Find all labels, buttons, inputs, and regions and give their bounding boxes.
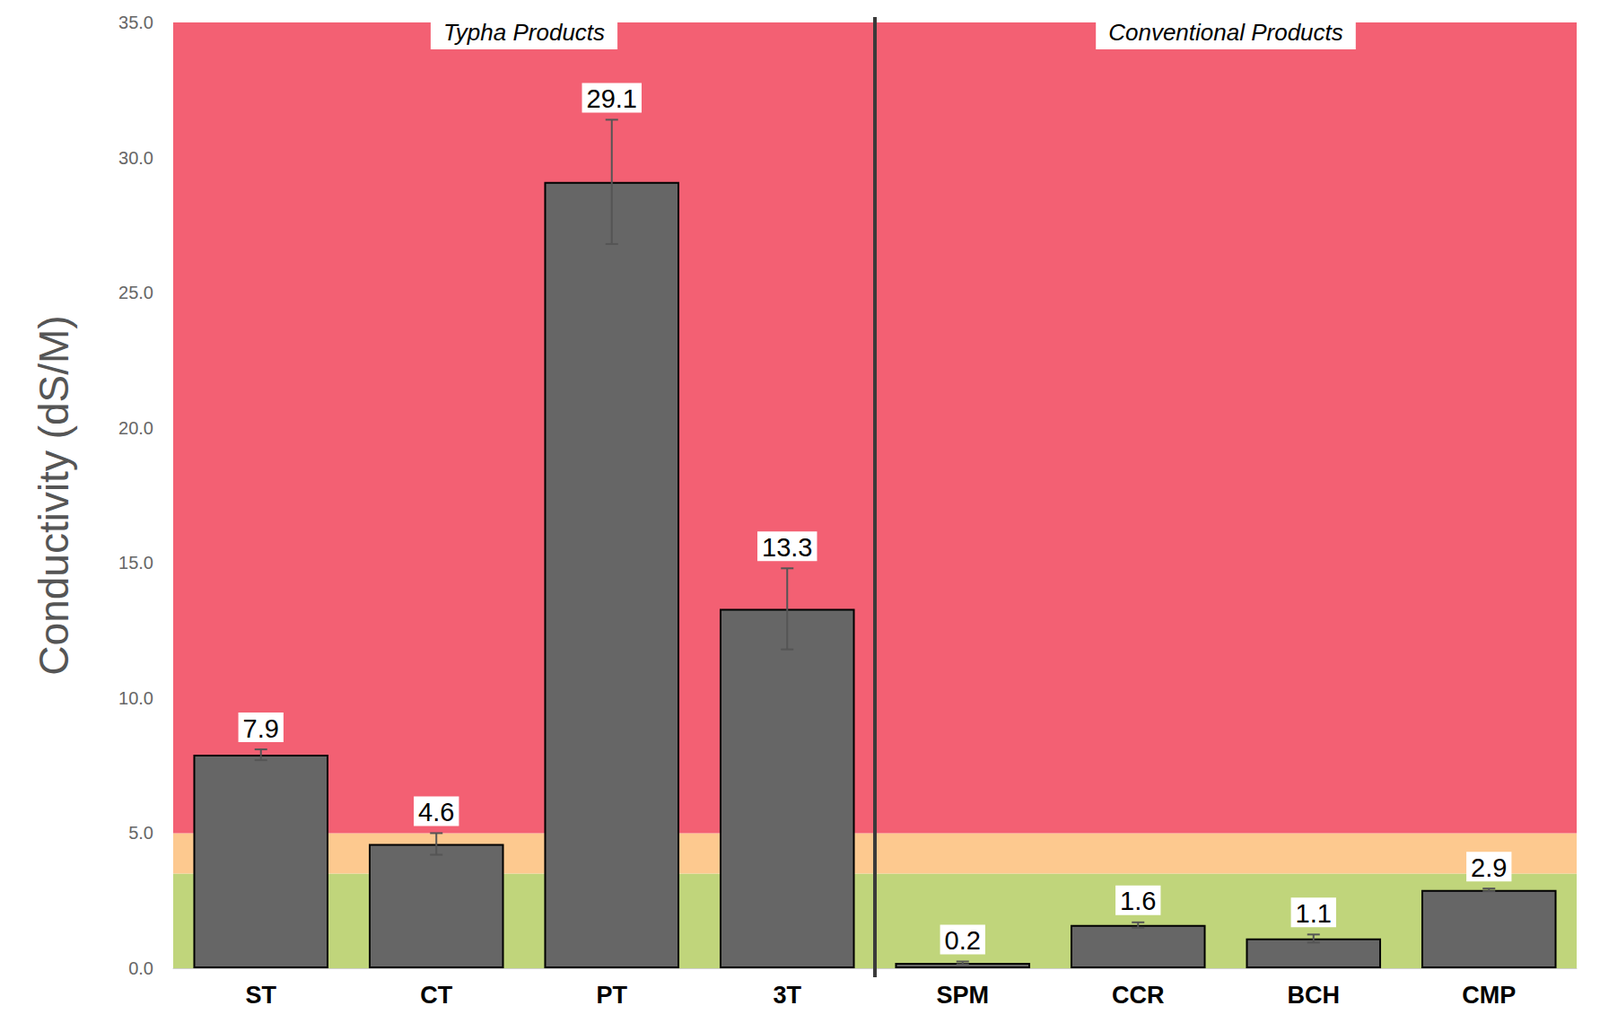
svg-text:15.0: 15.0 bbox=[118, 552, 154, 573]
svg-text:3T: 3T bbox=[772, 981, 802, 1009]
svg-text:CT: CT bbox=[419, 981, 453, 1009]
svg-text:29.1: 29.1 bbox=[586, 84, 638, 114]
svg-text:Typha Products: Typha Products bbox=[443, 18, 605, 46]
svg-text:Conventional Products: Conventional Products bbox=[1108, 18, 1344, 46]
svg-text:35.0: 35.0 bbox=[118, 12, 154, 33]
svg-text:SPM: SPM bbox=[935, 981, 989, 1009]
svg-text:1.6: 1.6 bbox=[1119, 886, 1156, 916]
svg-text:1.1: 1.1 bbox=[1295, 899, 1332, 928]
svg-text:0.2: 0.2 bbox=[944, 926, 981, 955]
svg-text:CCR: CCR bbox=[1111, 981, 1165, 1009]
svg-text:10.0: 10.0 bbox=[118, 688, 154, 709]
svg-text:4.6: 4.6 bbox=[418, 797, 455, 827]
svg-text:BCH: BCH bbox=[1287, 981, 1341, 1009]
svg-text:0.0: 0.0 bbox=[128, 958, 154, 979]
svg-text:30.0: 30.0 bbox=[118, 148, 154, 168]
svg-text:2.9: 2.9 bbox=[1470, 853, 1507, 883]
svg-text:CMP: CMP bbox=[1461, 981, 1516, 1009]
svg-text:20.0: 20.0 bbox=[118, 418, 154, 438]
svg-text:5.0: 5.0 bbox=[128, 822, 154, 843]
svg-text:13.3: 13.3 bbox=[761, 533, 813, 562]
svg-text:7.9: 7.9 bbox=[243, 714, 280, 744]
svg-text:Conductivity (dS/M): Conductivity (dS/M) bbox=[30, 314, 78, 675]
svg-text:25.0: 25.0 bbox=[118, 282, 154, 303]
svg-text:ST: ST bbox=[244, 981, 277, 1009]
svg-text:PT: PT bbox=[595, 981, 628, 1009]
